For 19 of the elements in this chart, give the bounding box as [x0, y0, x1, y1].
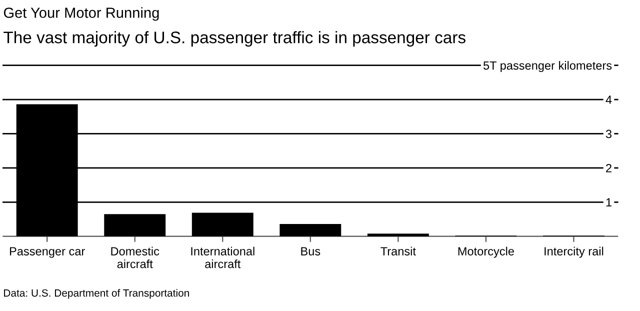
chart-title: Get Your Motor Running: [4, 7, 159, 21]
x-tick-label: Domestic aircraft: [111, 246, 160, 268]
chart-subtitle: The vast majority of U.S. passenger traffic is in passenger cars: [4, 31, 466, 47]
x-tick-label: Bus: [301, 247, 320, 256]
bar: [104, 214, 166, 236]
bar: [280, 224, 342, 236]
y-tick-label: 5T passenger kilometers: [483, 61, 612, 72]
y-tick-label: 1: [606, 198, 612, 206]
x-tick-label: Intercity rail: [544, 246, 604, 258]
y-tick-label: 4: [606, 96, 612, 104]
x-tick-label: International aircraft: [191, 246, 254, 268]
x-tick-label: Motorcycle: [458, 246, 514, 258]
x-tick-label: Passenger car: [10, 247, 85, 258]
bar: [192, 212, 254, 236]
x-tick-label: Transit: [380, 246, 416, 256]
text: Data: U.S. Department of Transportation: [4, 289, 189, 299]
y-tick-label: 2: [606, 164, 612, 172]
bar: [367, 234, 429, 236]
y-tick-label: 3: [606, 130, 612, 138]
